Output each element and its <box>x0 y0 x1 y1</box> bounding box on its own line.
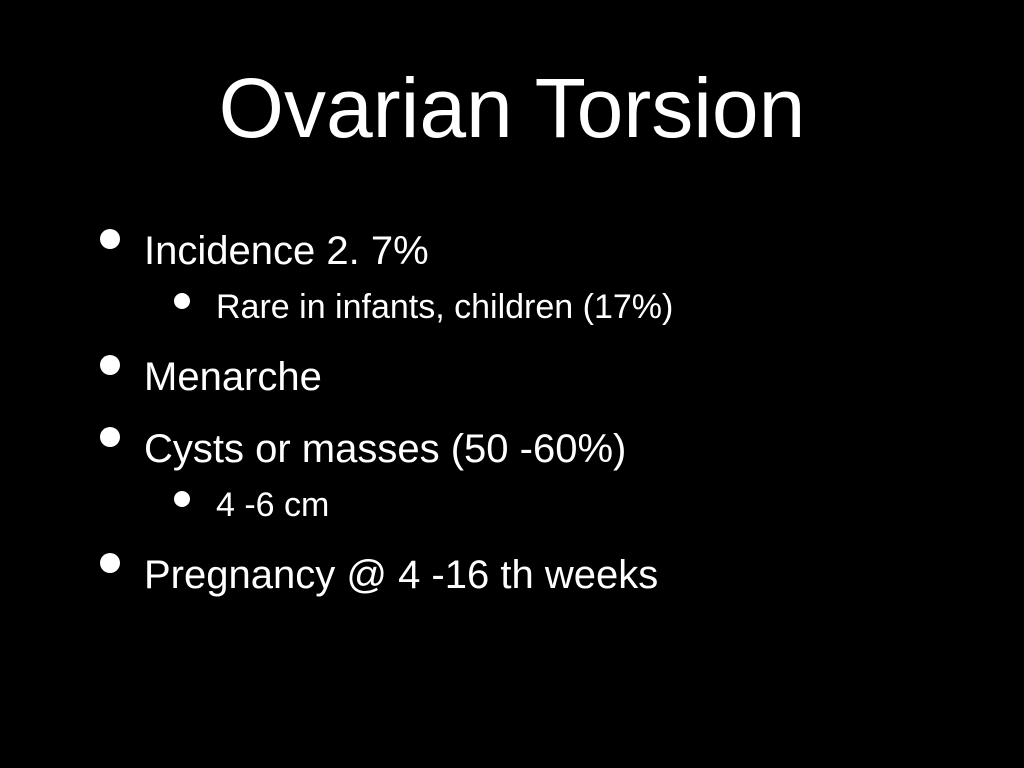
bullet-icon <box>100 229 120 249</box>
bullet-text: Rare in infants, children (17%) <box>216 285 673 329</box>
bullet-level2: 4 -6 cm <box>174 483 1024 527</box>
bullet-icon <box>100 355 120 375</box>
bullet-text: Menarche <box>144 351 322 403</box>
bullet-icon <box>100 553 120 573</box>
slide: Ovarian Torsion Incidence 2. 7% Rare in … <box>0 0 1024 768</box>
bullet-level1: Cysts or masses (50 -60%) <box>100 423 1024 475</box>
bullet-text: Pregnancy @ 4 -16 th weeks <box>144 549 658 601</box>
bullet-text: Incidence 2. 7% <box>144 225 429 277</box>
bullet-level1: Incidence 2. 7% <box>100 225 1024 277</box>
bullet-level2: Rare in infants, children (17%) <box>174 285 1024 329</box>
bullet-icon <box>100 427 120 447</box>
bullet-level1: Menarche <box>100 351 1024 403</box>
bullet-icon <box>174 491 190 507</box>
bullet-text: Cysts or masses (50 -60%) <box>144 423 626 475</box>
bullet-text: 4 -6 cm <box>216 483 329 527</box>
bullet-icon <box>174 293 190 309</box>
slide-content: Incidence 2. 7% Rare in infants, childre… <box>0 225 1024 601</box>
bullet-level1: Pregnancy @ 4 -16 th weeks <box>100 549 1024 601</box>
slide-title: Ovarian Torsion <box>0 60 1024 157</box>
